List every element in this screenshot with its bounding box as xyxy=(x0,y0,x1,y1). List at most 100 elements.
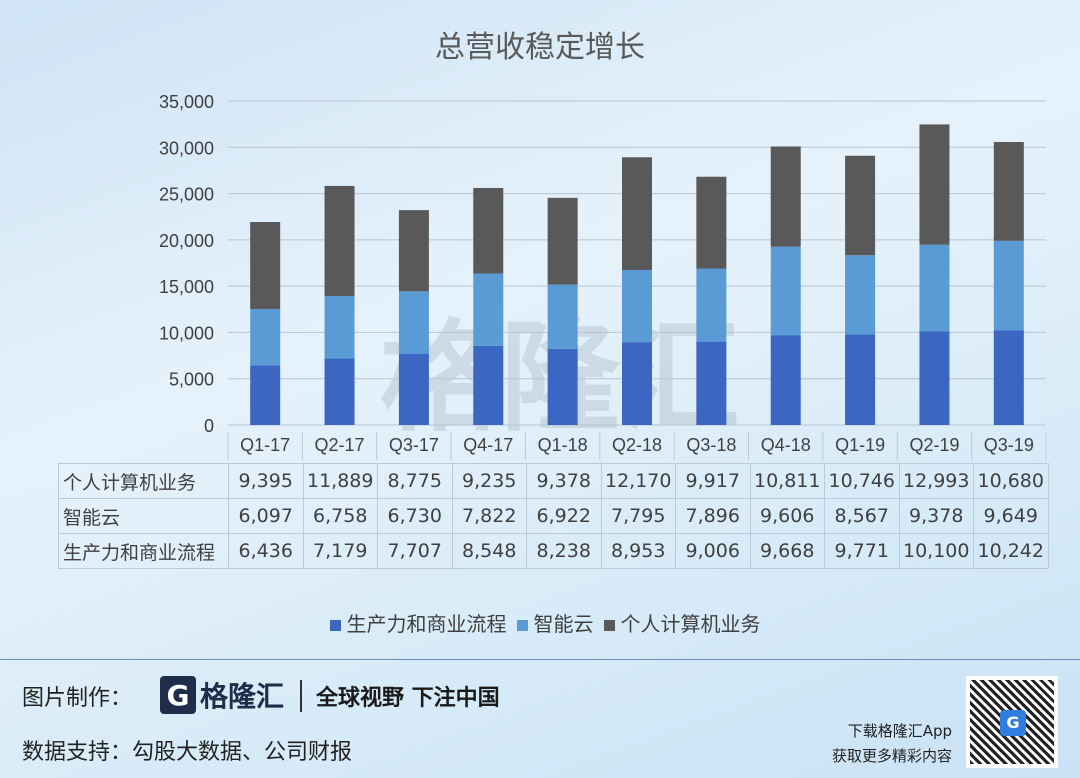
bar-segment xyxy=(547,284,578,349)
bar-segment xyxy=(993,240,1024,331)
bar-segment xyxy=(250,308,281,366)
table-cell: 9,606 xyxy=(749,498,825,534)
app-line-2: 获取更多精彩内容 xyxy=(831,747,952,765)
bar-segment xyxy=(622,269,652,343)
x-tick-label: Q1-17 xyxy=(240,435,290,455)
legend-swatch xyxy=(329,620,341,631)
table-cell: 12,993 xyxy=(898,463,974,499)
table-cell: 9,395 xyxy=(228,463,304,499)
y-tick-label: 30,000 xyxy=(159,138,214,158)
table-cell: 6,922 xyxy=(526,498,602,534)
app-line-1: 下载格隆汇App xyxy=(847,722,952,740)
table-cell: 8,953 xyxy=(600,533,676,569)
table-cell: 10,811 xyxy=(749,463,825,499)
x-tick-label: Q1-19 xyxy=(835,435,885,455)
bar-segment xyxy=(696,176,727,269)
qr-code[interactable]: G xyxy=(966,676,1058,768)
table-cell: 6,097 xyxy=(228,498,304,534)
table-cell: 8,548 xyxy=(451,533,527,569)
legend-swatch xyxy=(603,620,615,631)
table-cell: 10,680 xyxy=(973,463,1049,499)
table-cell: 9,668 xyxy=(749,533,825,569)
table-row: 智能云 6,097 6,758 6,730 7,822 6,922 7,795 7,896 9,… xyxy=(58,498,1049,534)
legend-label: 智能云 xyxy=(533,612,594,636)
table-cell: 7,795 xyxy=(600,498,676,534)
legend: 生产力和商业流程 智能云 个人计算机业务 xyxy=(0,608,1080,637)
x-tick-label: Q2-19 xyxy=(909,435,959,455)
chart-plot: 0 5,000 10,000 15,000 20,000 25,000 30,000 35,0… xyxy=(159,92,1047,460)
table-cell: 9,649 xyxy=(973,498,1049,534)
row-label: 个人计算机业务 xyxy=(58,463,229,499)
y-tick-label: 25,000 xyxy=(159,185,214,205)
table-cell: 9,006 xyxy=(675,533,751,569)
y-tick-label: 10,000 xyxy=(159,323,214,343)
logo-mark: G xyxy=(160,676,196,714)
table-cell: 9,771 xyxy=(824,533,900,569)
bar-segment xyxy=(845,334,876,425)
x-tick-label: Q2-18 xyxy=(612,435,662,455)
x-tick-label: Q1-18 xyxy=(538,435,588,455)
chart-title: 总营收稳定增长 xyxy=(435,30,645,65)
x-tick-label: Q4-18 xyxy=(761,435,811,455)
table-cell: 8,238 xyxy=(526,533,602,569)
bar-segment xyxy=(770,335,801,425)
gelonghui-logo: G 格隆汇 xyxy=(160,675,284,715)
bar-segment xyxy=(770,246,801,336)
table-cell: 9,378 xyxy=(526,463,602,499)
y-tick-label: 20,000 xyxy=(159,231,214,251)
bar-segment xyxy=(622,157,652,270)
table-cell: 7,896 xyxy=(675,498,751,534)
bar-segment xyxy=(696,341,727,425)
bar-segment xyxy=(845,255,876,335)
bar-segment xyxy=(993,330,1024,425)
bar-segment xyxy=(324,295,355,359)
table-cell: 9,917 xyxy=(675,463,751,499)
table-cell: 10,100 xyxy=(898,533,974,569)
table-cell: 10,746 xyxy=(824,463,900,499)
bar-segment xyxy=(250,365,281,425)
legend-label: 生产力和商业流程 xyxy=(346,612,507,636)
bar-segment xyxy=(919,244,950,332)
table-cell: 10,242 xyxy=(973,533,1049,569)
x-tick-label: Q3-19 xyxy=(984,435,1034,455)
y-tick-label: 5,000 xyxy=(169,370,214,390)
bar-segment xyxy=(696,268,727,342)
table-cell: 7,822 xyxy=(451,498,527,534)
logo-name: 格隆汇 xyxy=(200,680,285,713)
bar-segment xyxy=(398,291,429,354)
table-cell: 7,707 xyxy=(377,533,453,569)
bar-segment xyxy=(473,345,504,425)
table-cell: 6,730 xyxy=(377,498,453,534)
data-table: 个人计算机业务 9,395 11,889 8,775 9,235 9,378 12,170 9… xyxy=(58,463,1049,569)
bar-segment xyxy=(324,185,355,296)
x-tick-label: Q2-17 xyxy=(315,435,365,455)
y-tick-label: 0 xyxy=(204,416,214,436)
bar-segment xyxy=(919,331,950,425)
divider xyxy=(0,659,1080,660)
table-cell: 9,235 xyxy=(451,463,527,499)
x-tick-label: Q3-18 xyxy=(686,435,736,455)
made-by-label: 图片制作： xyxy=(22,686,133,711)
bar-segment xyxy=(547,348,578,425)
table-row: 生产力和商业流程 6,436 7,179 7,707 8,548 8,238 8,953 9,… xyxy=(58,533,1049,569)
table-cell: 6,758 xyxy=(302,498,378,534)
table-cell: 11,889 xyxy=(302,463,378,499)
row-label: 生产力和商业流程 xyxy=(58,533,229,569)
bar-segment xyxy=(547,197,578,285)
row-label: 智能云 xyxy=(58,498,229,534)
bar-segment xyxy=(473,187,504,274)
table-cell: 7,179 xyxy=(302,533,378,569)
table-cell: 8,775 xyxy=(377,463,453,499)
bar-segment xyxy=(250,222,281,309)
table-cell: 12,170 xyxy=(600,463,676,499)
legend-label: 个人计算机业务 xyxy=(620,612,761,636)
x-tick-label: Q3-17 xyxy=(389,435,439,455)
bar-segment xyxy=(473,273,504,346)
bar-segment xyxy=(845,155,876,256)
y-tick-label: 15,000 xyxy=(159,277,214,297)
table-cell: 6,436 xyxy=(228,533,304,569)
table-cell: 8,567 xyxy=(824,498,900,534)
legend-swatch xyxy=(516,620,528,631)
slogan: 全球视野 下注中国 xyxy=(300,680,500,712)
data-source: 数据支持：勾股大数据、公司财报 xyxy=(22,740,353,765)
